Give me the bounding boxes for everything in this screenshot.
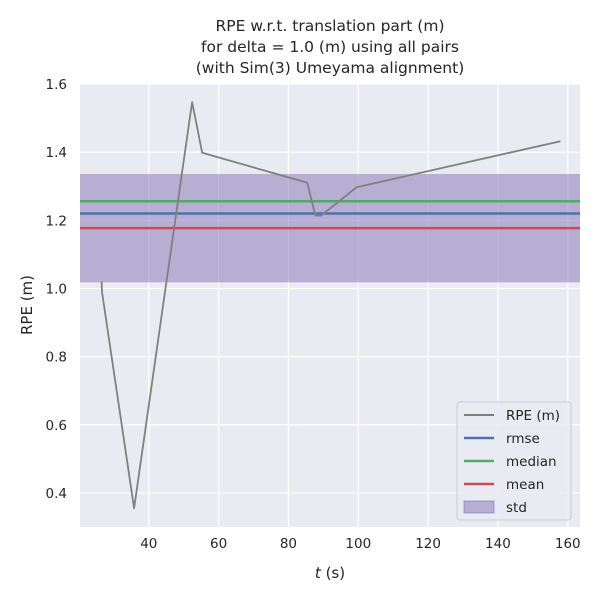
legend-frame	[456, 401, 572, 521]
series-line-rpe	[100, 101, 561, 510]
statistics-layer	[80, 173, 580, 283]
x-tick-label: 60	[210, 536, 227, 552]
legend-label-mean: mean	[506, 477, 544, 493]
x-tick-label: 100	[345, 536, 371, 552]
x-tick-label: 80	[280, 536, 297, 552]
legend-label-std: std	[506, 500, 527, 516]
legend-label-median: median	[506, 454, 557, 470]
y-axis-label: RPE (m)	[18, 275, 36, 335]
x-tick-label: 140	[485, 536, 511, 552]
series-layer	[100, 101, 561, 510]
y-tick-label: 0.6	[46, 418, 67, 434]
x-axis-label: t (s)	[315, 564, 345, 582]
x-axis-label-variable: t	[315, 564, 322, 582]
x-tick-label: 40	[140, 536, 157, 552]
chart-title-line-1: RPE w.r.t. translation part (m)	[215, 17, 444, 35]
chart-title-line-2: for delta = 1.0 (m) using all pairs	[201, 38, 459, 56]
legend-label-rpe: RPE (m)	[506, 408, 560, 424]
x-tick-label: 120	[415, 536, 441, 552]
legend-label-rmse: rmse	[506, 431, 540, 447]
y-tick-label: 1.6	[46, 77, 67, 93]
y-tick-label: 0.8	[46, 350, 67, 366]
gridlines	[80, 83, 580, 527]
y-tick-label: 1.2	[46, 213, 67, 229]
legend-swatch-std	[463, 500, 495, 514]
chart-title: RPE w.r.t. translation part (m) for delt…	[196, 17, 465, 77]
y-tick-label: 0.4	[46, 486, 67, 502]
chart-title-line-3: (with Sim(3) Umeyama alignment)	[196, 59, 465, 77]
y-tick-label: 1.0	[46, 281, 67, 297]
x-axis-label-unit: (s)	[321, 564, 345, 582]
legend: RPE (m) rmse median mean std	[456, 401, 572, 521]
x-tick-label: 160	[555, 536, 581, 552]
tick-labels: 40 60 80 100 120 140 160 0.4 0.6 0.8 1.0 1.2 1.4 1.6	[46, 77, 581, 552]
y-tick-label: 1.4	[46, 145, 67, 161]
